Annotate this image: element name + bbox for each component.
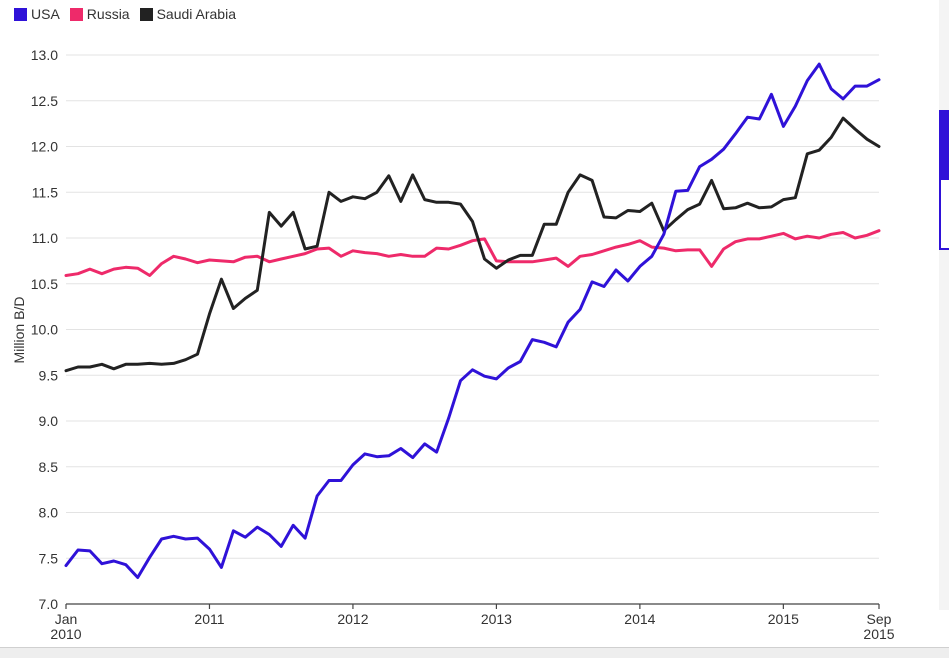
legend-label-usa: USA <box>31 6 60 22</box>
y-tick-label: 11.0 <box>32 230 58 246</box>
legend: USA Russia Saudi Arabia <box>14 6 236 22</box>
bottom-bar <box>0 647 949 658</box>
legend-item-usa[interactable]: USA <box>14 6 60 22</box>
x-tick-label: Sep <box>867 611 892 627</box>
y-tick-label: 10.5 <box>31 276 58 292</box>
x-tick-label-year: 2015 <box>863 626 894 642</box>
y-tick-label: 12.0 <box>31 139 58 155</box>
y-tick-label: 13.0 <box>31 47 58 63</box>
x-tick-label: 2012 <box>337 611 368 627</box>
legend-swatch-usa <box>14 7 27 21</box>
x-tick-label: 2015 <box>768 611 799 627</box>
y-tick-label: 11.5 <box>32 184 58 200</box>
side-scroll-strip <box>939 0 949 610</box>
x-tick-label-year: 2010 <box>50 626 81 642</box>
y-tick-label: 9.5 <box>39 367 59 383</box>
y-axis-label: Million B/D <box>11 297 27 364</box>
x-tick-label: 2013 <box>481 611 512 627</box>
y-tick-label: 8.0 <box>39 505 59 521</box>
y-tick-label: 10.0 <box>31 322 58 338</box>
series-line-saudi-arabia <box>64 116 881 373</box>
series-lines <box>64 62 881 579</box>
series-line-russia <box>64 229 881 277</box>
side-widget[interactable] <box>939 110 949 250</box>
y-tick-label: 8.5 <box>39 459 59 475</box>
y-axis-ticks: 7.0 7.5 8.0 8.5 9.0 9.5 10.0 10.5 11.0 11.5 12.0 12… <box>31 47 58 612</box>
legend-label-russia: Russia <box>86 6 130 22</box>
grid-lines <box>66 54 879 559</box>
legend-label-saudi-arabia: Saudi Arabia <box>156 6 236 22</box>
y-tick-label: 12.5 <box>31 93 58 109</box>
x-tick-label: Jan <box>55 611 78 627</box>
y-tick-label: 9.0 <box>39 413 59 429</box>
x-tick-label: 2014 <box>624 611 655 627</box>
x-tick-label: 2011 <box>194 611 224 627</box>
y-tick-label: 7.0 <box>39 596 59 612</box>
side-widget-fill <box>941 112 949 180</box>
y-tick-label: 7.5 <box>39 550 59 566</box>
legend-item-russia[interactable]: Russia <box>69 6 130 22</box>
series-line-usa <box>64 62 881 579</box>
legend-item-saudi-arabia[interactable]: Saudi Arabia <box>139 6 236 22</box>
legend-swatch-russia <box>69 7 83 21</box>
legend-swatch-saudi-arabia <box>139 7 153 21</box>
